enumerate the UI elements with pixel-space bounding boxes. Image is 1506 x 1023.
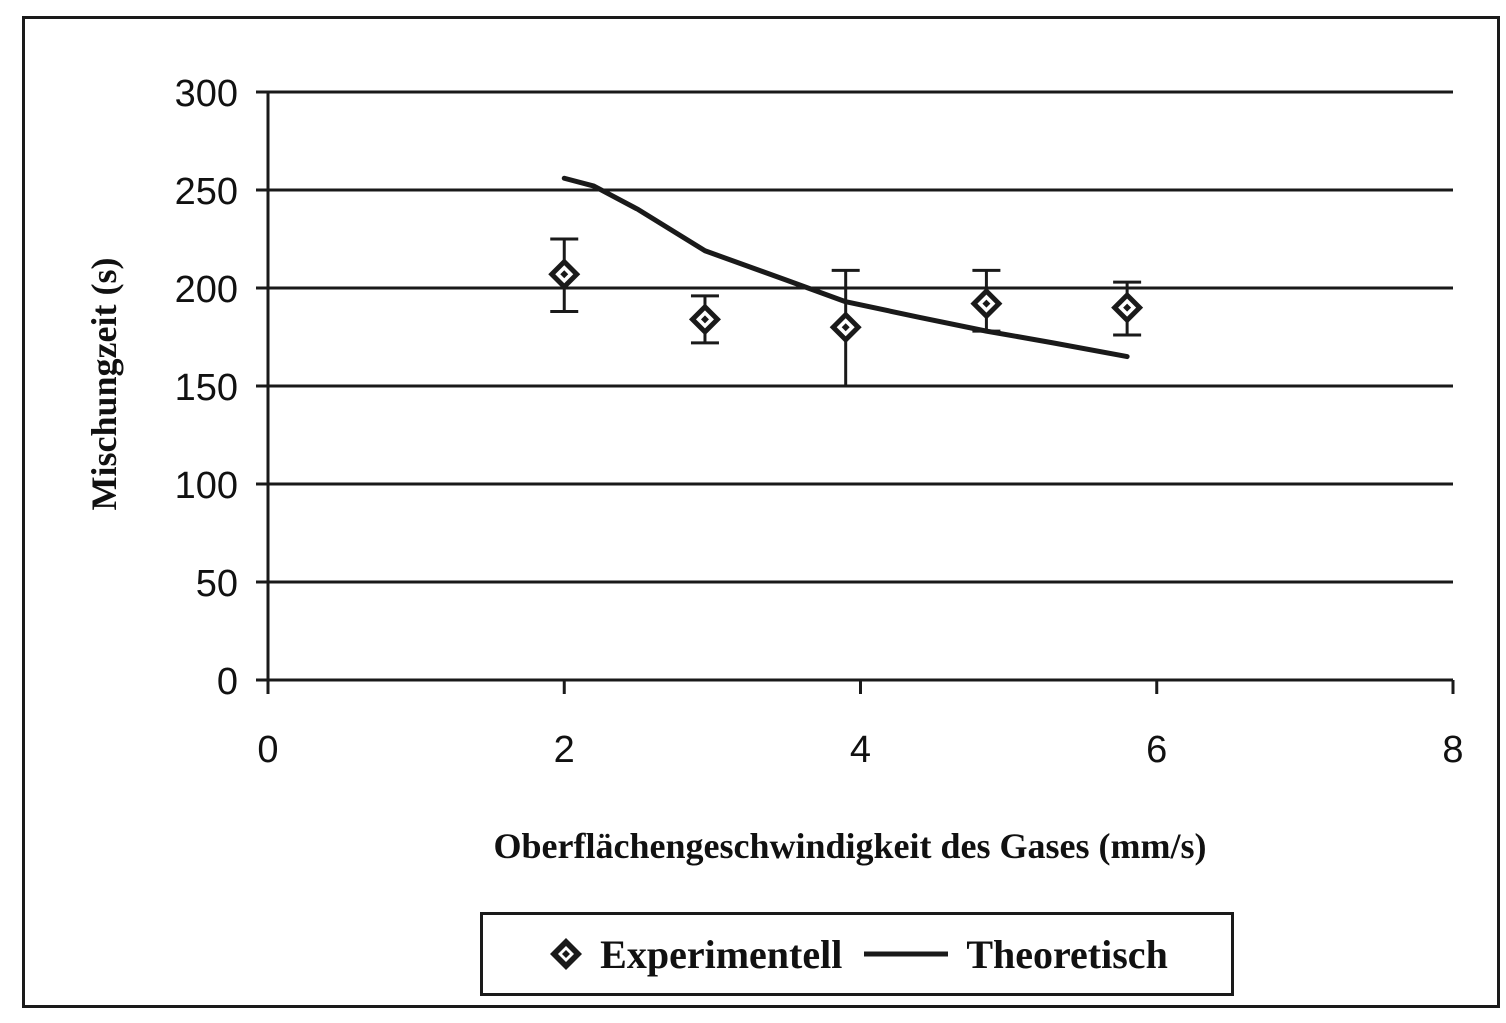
legend: Experimentell Theoretisch — [480, 912, 1234, 996]
y-tick-label: 100 — [175, 465, 238, 507]
y-tick-label: 300 — [175, 73, 238, 115]
experimental-points-series — [548, 239, 1143, 386]
x-tick-label: 6 — [1146, 729, 1167, 771]
legend-label-experimentell: Experimentell — [600, 931, 842, 978]
data-point — [970, 270, 1002, 331]
legend-item-theoretisch: Theoretisch — [860, 931, 1167, 978]
data-point — [689, 296, 721, 343]
legend-item-experimentell: Experimentell — [546, 931, 842, 978]
y-tick-label: 200 — [175, 269, 238, 311]
y-tick-label: 250 — [175, 171, 238, 213]
x-tick-label: 8 — [1442, 729, 1463, 771]
x-tick-label: 4 — [850, 729, 871, 771]
axes — [256, 92, 1453, 694]
y-axis-title: Mischungzeit (s) — [84, 258, 124, 511]
legend-label-theoretisch: Theoretisch — [966, 931, 1167, 978]
x-axis-title: Oberflächengeschwindigkeit des Gases (mm… — [494, 826, 1207, 866]
x-tick-label: 0 — [257, 729, 278, 771]
x-tick-label: 2 — [554, 729, 575, 771]
y-tick-label: 0 — [217, 661, 238, 703]
x-tick-labels: 0 2 4 6 8 — [257, 729, 1463, 771]
data-point — [548, 239, 580, 312]
y-tick-label: 150 — [175, 367, 238, 409]
grid-lines — [268, 92, 1453, 680]
line-marker-icon — [860, 934, 952, 974]
data-point — [1111, 282, 1143, 335]
y-tick-label: 50 — [196, 563, 238, 605]
diamond-marker-icon — [546, 934, 586, 974]
y-tick-labels: 0 50 100 150 200 250 300 — [175, 73, 238, 703]
